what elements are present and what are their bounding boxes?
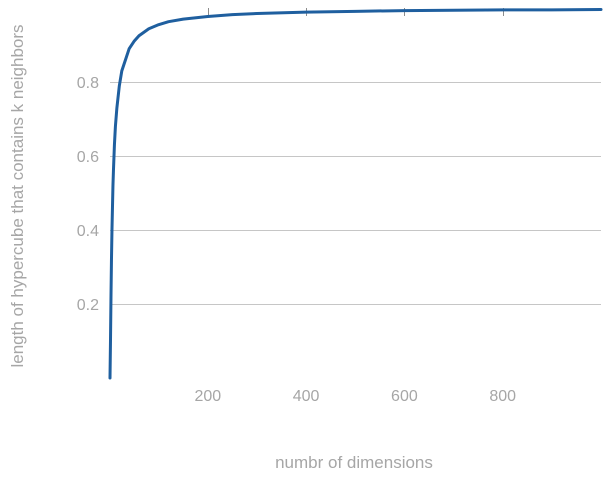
- label-layer: 0.2 0.4 0.6 0.8 200 400 600 800: [77, 75, 516, 405]
- y-tick-label: 0.2: [77, 297, 99, 314]
- series-layer: [108, 7, 603, 380]
- grid-layer: [110, 82, 601, 305]
- x-tick-label: 200: [194, 388, 221, 405]
- series-line: [108, 7, 603, 380]
- y-axis-title: length of hypercube that contains k neig…: [8, 24, 27, 367]
- y-tick-label: 0.4: [77, 223, 99, 240]
- y-tick-label: 0.8: [77, 75, 99, 92]
- x-tick-label: 800: [489, 388, 516, 405]
- x-tick-label: 600: [391, 388, 418, 405]
- y-tick-label: 0.6: [77, 149, 99, 166]
- x-tick-label: 400: [293, 388, 320, 405]
- x-axis-title: numbr of dimensions: [275, 453, 433, 472]
